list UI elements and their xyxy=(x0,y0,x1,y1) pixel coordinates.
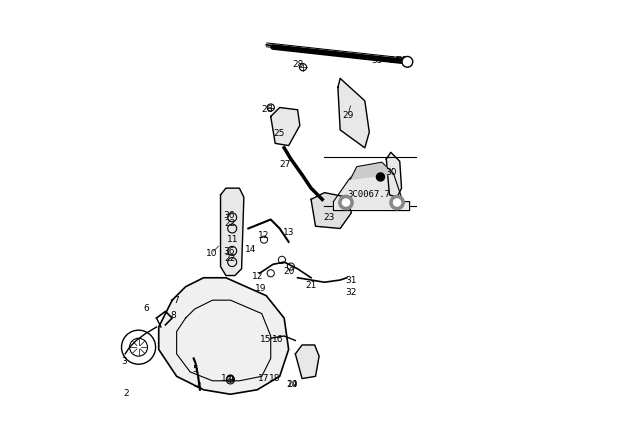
Text: 21: 21 xyxy=(305,281,317,290)
Text: 16: 16 xyxy=(272,335,283,344)
Text: 3: 3 xyxy=(121,358,127,366)
Circle shape xyxy=(342,199,349,206)
Text: 36: 36 xyxy=(223,211,234,220)
Text: 32: 32 xyxy=(346,288,357,297)
Text: 19: 19 xyxy=(255,284,267,293)
Text: 18: 18 xyxy=(269,374,281,383)
Polygon shape xyxy=(221,188,244,276)
Text: 14: 14 xyxy=(245,246,256,254)
Text: 2: 2 xyxy=(124,389,129,398)
Circle shape xyxy=(339,195,353,210)
Text: 30: 30 xyxy=(385,168,397,177)
Text: 22: 22 xyxy=(225,254,236,263)
Text: 25: 25 xyxy=(273,129,284,138)
Text: 9: 9 xyxy=(228,375,233,384)
Polygon shape xyxy=(271,108,300,146)
Polygon shape xyxy=(351,162,394,179)
Text: 17: 17 xyxy=(259,374,269,383)
Circle shape xyxy=(376,173,385,181)
Text: 36: 36 xyxy=(223,247,234,256)
Text: 19: 19 xyxy=(287,380,298,389)
Text: 22: 22 xyxy=(225,219,236,228)
Text: 5: 5 xyxy=(193,365,198,374)
Polygon shape xyxy=(311,193,351,228)
Text: 10: 10 xyxy=(206,249,218,258)
Circle shape xyxy=(402,56,413,67)
Text: 11: 11 xyxy=(227,235,238,244)
Text: 20: 20 xyxy=(283,267,294,276)
Polygon shape xyxy=(387,152,401,197)
Text: 35: 35 xyxy=(396,56,407,65)
Text: 7: 7 xyxy=(173,296,179,305)
Polygon shape xyxy=(333,166,410,211)
Circle shape xyxy=(394,199,401,206)
Text: 31: 31 xyxy=(346,276,357,284)
Text: 6: 6 xyxy=(143,304,149,313)
Text: 33: 33 xyxy=(372,56,383,65)
Circle shape xyxy=(390,195,404,210)
Text: 13: 13 xyxy=(283,228,294,237)
Text: 12: 12 xyxy=(259,231,269,240)
Text: 23: 23 xyxy=(323,213,335,222)
Polygon shape xyxy=(296,345,319,379)
Text: 29: 29 xyxy=(342,111,353,120)
Text: 24: 24 xyxy=(287,380,298,389)
Text: 34: 34 xyxy=(388,56,400,65)
Text: 28: 28 xyxy=(293,60,304,69)
Text: 15: 15 xyxy=(260,335,271,344)
Text: 1: 1 xyxy=(221,374,227,383)
Text: 8: 8 xyxy=(170,311,176,320)
Text: -4: -4 xyxy=(194,382,203,391)
Text: 26: 26 xyxy=(262,105,273,114)
Polygon shape xyxy=(159,278,289,394)
Text: 12: 12 xyxy=(252,272,263,281)
Polygon shape xyxy=(338,78,369,148)
Text: 27: 27 xyxy=(280,160,291,169)
Text: 3C0067.7: 3C0067.7 xyxy=(348,190,391,199)
